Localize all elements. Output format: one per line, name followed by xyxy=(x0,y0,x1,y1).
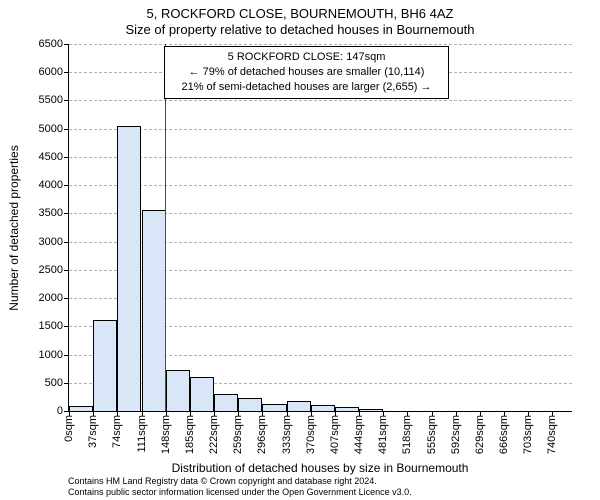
ytick-label: 4500 xyxy=(39,151,69,163)
ytick-label: 2000 xyxy=(39,292,69,304)
gridline-y xyxy=(69,157,572,158)
ytick-label: 6000 xyxy=(39,66,69,78)
histogram-bar xyxy=(262,404,286,411)
xtick-label: 222sqm xyxy=(208,415,220,454)
histogram-bar xyxy=(93,320,117,411)
histogram-bar xyxy=(238,398,262,411)
marker-vline xyxy=(165,44,166,411)
xtick-label: 703sqm xyxy=(522,415,534,454)
histogram-bar xyxy=(142,210,166,411)
histogram-bar xyxy=(359,409,383,411)
xtick-label: 666sqm xyxy=(498,415,510,454)
callout-line-3: 21% of semi-detached houses are larger (… xyxy=(171,80,442,95)
ytick-label: 2500 xyxy=(39,264,69,276)
gridline-y xyxy=(69,129,572,130)
histogram-bar xyxy=(69,406,93,411)
title-line-2: Size of property relative to detached ho… xyxy=(0,22,600,38)
ytick-label: 500 xyxy=(45,377,69,389)
histogram-bar xyxy=(117,126,141,411)
xtick-label: 370sqm xyxy=(305,415,317,454)
gridline-y xyxy=(69,185,572,186)
ytick-label: 1500 xyxy=(39,320,69,332)
attribution-line-1: Contains HM Land Registry data © Crown c… xyxy=(68,476,412,486)
histogram-bar xyxy=(335,407,359,411)
histogram-bar xyxy=(287,401,311,411)
ytick-label: 5000 xyxy=(39,123,69,135)
ytick-label: 3000 xyxy=(39,236,69,248)
callout-line-1: 5 ROCKFORD CLOSE: 147sqm xyxy=(171,50,442,65)
gridline-y xyxy=(69,100,572,101)
xtick-label: 259sqm xyxy=(232,415,244,454)
xtick-label: 74sqm xyxy=(111,415,123,448)
ytick-label: 6500 xyxy=(39,38,69,50)
xtick-label: 740sqm xyxy=(546,415,558,454)
xtick-label: 481sqm xyxy=(377,415,389,454)
histogram-bar xyxy=(166,370,190,411)
xtick-label: 407sqm xyxy=(329,415,341,454)
figure: 5, ROCKFORD CLOSE, BOURNEMOUTH, BH6 4AZ … xyxy=(0,0,600,500)
xtick-label: 111sqm xyxy=(136,415,148,453)
title-line-1: 5, ROCKFORD CLOSE, BOURNEMOUTH, BH6 4AZ xyxy=(0,6,600,22)
ytick-label: 4000 xyxy=(39,179,69,191)
title-block: 5, ROCKFORD CLOSE, BOURNEMOUTH, BH6 4AZ … xyxy=(0,6,600,39)
histogram-bar xyxy=(190,377,214,411)
x-axis-label: Distribution of detached houses by size … xyxy=(68,461,572,475)
plot-area: 0500100015002000250030003500400045005000… xyxy=(68,44,572,412)
attribution-line-2: Contains public sector information licen… xyxy=(68,487,412,497)
callout-line-2: ← 79% of detached houses are smaller (10… xyxy=(171,65,442,80)
xtick-label: 296sqm xyxy=(256,415,268,454)
xtick-label: 333sqm xyxy=(281,415,293,454)
attribution-block: Contains HM Land Registry data © Crown c… xyxy=(68,476,412,497)
xtick-label: 185sqm xyxy=(184,415,196,454)
xtick-label: 629sqm xyxy=(474,415,486,454)
xtick-label: 592sqm xyxy=(450,415,462,454)
xtick-label: 555sqm xyxy=(426,415,438,454)
histogram-bar xyxy=(214,394,238,412)
xtick-label: 37sqm xyxy=(87,415,99,448)
ytick-label: 1000 xyxy=(39,349,69,361)
histogram-bar xyxy=(311,405,335,411)
ytick-label: 3500 xyxy=(39,207,69,219)
xtick-label: 518sqm xyxy=(401,415,413,454)
ytick-label: 5500 xyxy=(39,94,69,106)
xtick-label: 148sqm xyxy=(160,415,172,454)
xtick-label: 0sqm xyxy=(63,415,75,442)
y-axis-label: Number of detached properties xyxy=(7,145,21,310)
callout-box: 5 ROCKFORD CLOSE: 147sqm← 79% of detache… xyxy=(164,46,449,99)
gridline-y xyxy=(69,44,572,45)
xtick-label: 444sqm xyxy=(353,415,365,454)
